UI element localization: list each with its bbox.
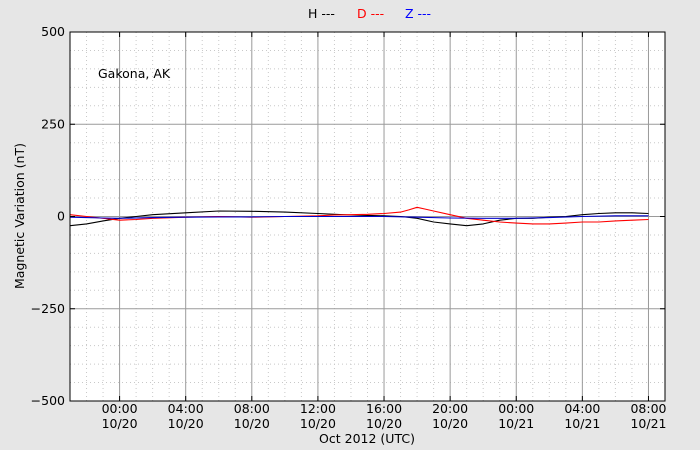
- legend-entry: D ---: [357, 6, 384, 21]
- x-tick-time: 12:00: [300, 401, 336, 416]
- y-axis-label: Magnetic Variation (nT): [12, 143, 27, 289]
- x-tick-date: 10/20: [300, 416, 336, 431]
- x-tick-time: 04:00: [564, 401, 600, 416]
- y-tick-label: 0: [57, 209, 65, 224]
- x-tick-date: 10/20: [432, 416, 468, 431]
- x-tick-time: 08:00: [234, 401, 270, 416]
- x-tick-date: 10/20: [168, 416, 204, 431]
- y-tick-label: −500: [31, 393, 65, 408]
- x-axis-label: Oct 2012 (UTC): [319, 431, 415, 446]
- x-tick-time: 00:00: [102, 401, 138, 416]
- axis-ticks: 00:0010/2004:0010/2008:0010/2012:0010/20…: [31, 24, 667, 431]
- legend: H --- D --- Z ---: [308, 6, 431, 21]
- x-tick-time: 08:00: [630, 401, 666, 416]
- x-tick-time: 20:00: [432, 401, 468, 416]
- x-tick-time: 04:00: [168, 401, 204, 416]
- x-tick-time: 00:00: [498, 401, 534, 416]
- legend-entry: Z ---: [405, 6, 431, 21]
- series-lines: [69, 206, 649, 227]
- y-tick-label: 500: [41, 24, 65, 39]
- y-tick-label: −250: [31, 301, 65, 316]
- x-tick-date: 10/20: [234, 416, 270, 431]
- x-tick-time: 16:00: [366, 401, 402, 416]
- x-tick-date: 10/20: [366, 416, 402, 431]
- x-tick-date: 10/21: [564, 416, 600, 431]
- x-tick-date: 10/21: [498, 416, 534, 431]
- legend-entry: H ---: [308, 6, 335, 21]
- x-tick-date: 10/21: [630, 416, 666, 431]
- station-annotation: Gakona, AK: [98, 66, 171, 81]
- series-line-z: [69, 215, 649, 219]
- y-tick-label: 250: [41, 116, 65, 131]
- x-tick-date: 10/20: [102, 416, 138, 431]
